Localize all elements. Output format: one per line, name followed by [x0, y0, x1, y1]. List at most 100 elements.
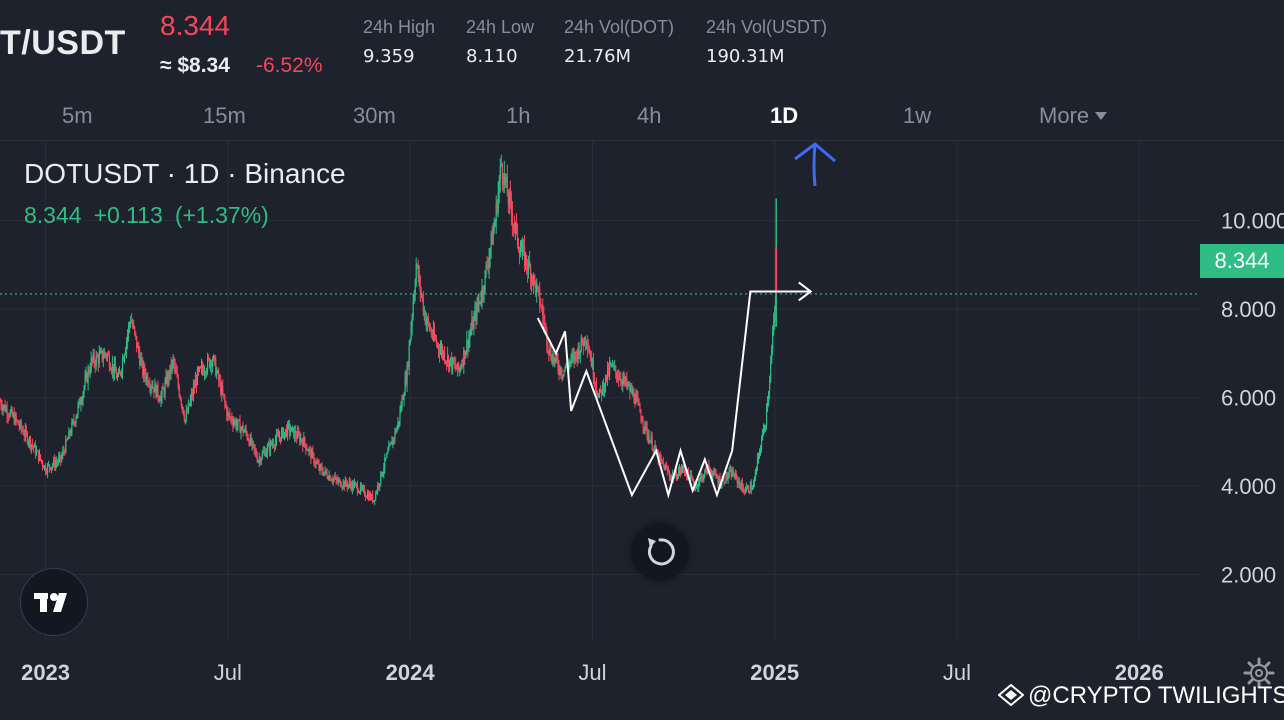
candle-body: [258, 458, 260, 462]
candle-body: [311, 451, 313, 459]
tab-1w[interactable]: 1w: [903, 103, 932, 128]
candle-body: [702, 475, 704, 480]
candle-body: [711, 474, 713, 478]
candle-body: [293, 427, 295, 438]
candle-body: [685, 473, 688, 477]
tab-5m[interactable]: 5m: [62, 103, 93, 128]
candle-body: [304, 437, 306, 445]
candle-body: [171, 361, 173, 371]
candle-body: [362, 487, 365, 489]
tab-1d[interactable]: 1D: [770, 103, 799, 128]
tab-1h[interactable]: 1h: [506, 103, 531, 128]
candle-body: [377, 484, 379, 492]
candle-body: [554, 358, 556, 362]
tab-more[interactable]: More: [1039, 103, 1108, 129]
candle-body: [342, 481, 344, 487]
candle-body: [344, 479, 346, 487]
candle-body: [380, 471, 382, 484]
candle-body: [391, 441, 393, 445]
price-chart[interactable]: 10.000 8.000 6.000 4.000 2.000 2023 Jul 2024 Ju…: [0, 141, 1284, 720]
candle-body: [489, 248, 491, 258]
candle-body: [442, 351, 445, 356]
candle-body: [474, 310, 476, 317]
candle-body: [569, 361, 571, 364]
candle-body: [327, 477, 329, 480]
candle-body: [647, 435, 649, 437]
candle-body: [183, 414, 185, 420]
candle-body: [53, 459, 55, 465]
gear-icon[interactable]: [1242, 656, 1276, 690]
tab-15m[interactable]: 15m: [203, 103, 246, 128]
candle-body: [197, 368, 200, 371]
candle-body: [70, 433, 72, 435]
candle-body: [245, 428, 247, 433]
candle-body: [278, 437, 281, 439]
tab-4h[interactable]: 4h: [637, 103, 662, 128]
candle-body: [204, 372, 207, 374]
candle-body: [279, 437, 282, 441]
candle-body: [727, 476, 729, 479]
candle-body: [152, 387, 154, 389]
candle-body: [662, 462, 664, 465]
candle-body: [162, 388, 164, 390]
candle-body: [355, 483, 358, 485]
candle-body: [44, 465, 47, 473]
tradingview-logo-icon[interactable]: [20, 568, 88, 636]
tab-30m[interactable]: 30m: [353, 103, 396, 128]
candle-body: [178, 386, 180, 396]
candle-body: [610, 363, 612, 365]
candle-body: [122, 358, 125, 361]
candle-body: [417, 264, 419, 278]
candle-body: [242, 426, 244, 433]
candle-body: [338, 479, 340, 481]
candle-body: [116, 375, 119, 379]
candle-body: [713, 470, 715, 474]
candle-body: [320, 465, 322, 468]
candle-body: [500, 163, 502, 166]
candle-body: [136, 335, 138, 348]
candle-body: [0, 402, 1, 404]
candle-body: [763, 428, 766, 430]
candle-body: [775, 247, 778, 295]
candle-body: [468, 338, 470, 349]
candle-body: [13, 414, 15, 424]
candle-body: [487, 266, 489, 268]
legend-last: 8.344: [24, 202, 82, 228]
candle-body: [751, 488, 754, 490]
candle-body: [92, 354, 94, 361]
candle-body: [378, 484, 380, 487]
candle-body: [248, 440, 250, 445]
candle-body: [62, 451, 64, 457]
candle-body: [77, 405, 79, 414]
candle-body: [325, 469, 327, 473]
candle-body: [760, 440, 763, 450]
reset-chart-button[interactable]: [632, 524, 688, 580]
candle-body: [742, 487, 744, 493]
candle-body: [264, 451, 266, 457]
candle-body: [97, 357, 99, 364]
candle-body: [298, 431, 300, 435]
candle-body: [229, 413, 231, 418]
candle-body: [553, 356, 555, 362]
candle-body: [56, 462, 58, 464]
candle-body: [271, 443, 274, 445]
trading-pair-title[interactable]: T/USDT: [0, 24, 126, 62]
candle-body: [54, 459, 56, 467]
candle-body: [517, 243, 520, 250]
candle-body: [716, 476, 718, 479]
candle-body: [213, 356, 215, 361]
candle-body: [456, 367, 458, 370]
candle-body: [460, 367, 462, 369]
arrow-up-shaft: [812, 143, 817, 187]
candle-body: [631, 387, 633, 395]
candle-body: [473, 316, 475, 330]
zigzag-drawing: [536, 290, 781, 499]
candle-body: [243, 431, 245, 433]
candle-body: [632, 391, 634, 395]
candle-body: [288, 423, 290, 425]
candle-body: [680, 469, 683, 473]
candle-body: [230, 417, 232, 419]
time-axis-tick-label: Jul: [214, 660, 242, 685]
candle-body: [733, 475, 735, 478]
candle-body: [658, 454, 660, 462]
